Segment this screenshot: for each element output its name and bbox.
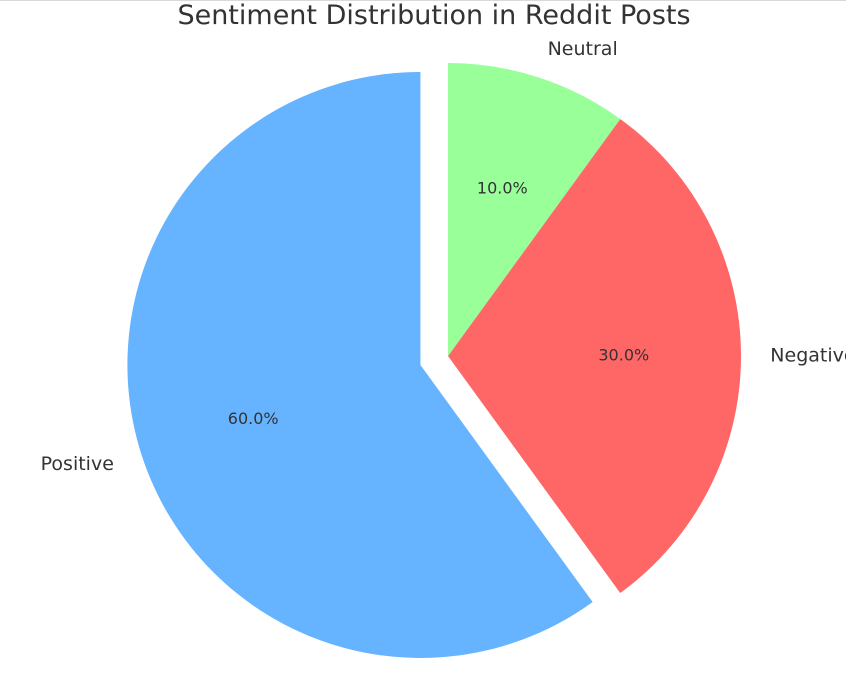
pie-slice-neutral <box>448 63 621 356</box>
pie-slices <box>127 63 741 658</box>
slice-label-negative: Negative <box>770 345 846 367</box>
pie-slice-negative <box>448 118 741 594</box>
pct-label-positive: 60.0% <box>228 409 279 428</box>
chart-title: Sentiment Distribution in Reddit Posts <box>177 0 690 31</box>
slice-label-positive: Positive <box>41 453 114 475</box>
pie-slice-positive <box>127 71 593 658</box>
pct-label-negative: 30.0% <box>598 346 649 365</box>
pie-labels: 60.0% Positive 30.0% Negative 10.0% Neutral <box>41 38 846 475</box>
slice-label-neutral: Neutral <box>548 38 618 60</box>
pct-label-neutral: 10.0% <box>477 178 528 197</box>
